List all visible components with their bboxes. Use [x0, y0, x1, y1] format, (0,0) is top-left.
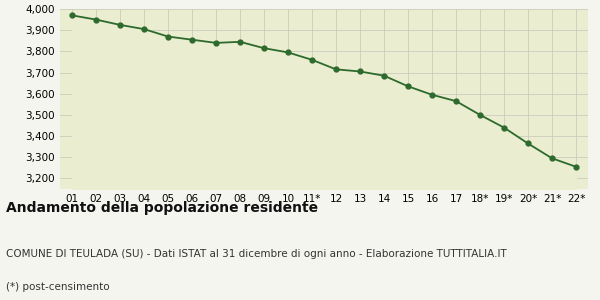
Text: Andamento della popolazione residente: Andamento della popolazione residente [6, 201, 318, 215]
Text: COMUNE DI TEULADA (SU) - Dati ISTAT al 31 dicembre di ogni anno - Elaborazione T: COMUNE DI TEULADA (SU) - Dati ISTAT al 3… [6, 249, 507, 259]
Text: (*) post-censimento: (*) post-censimento [6, 282, 110, 292]
